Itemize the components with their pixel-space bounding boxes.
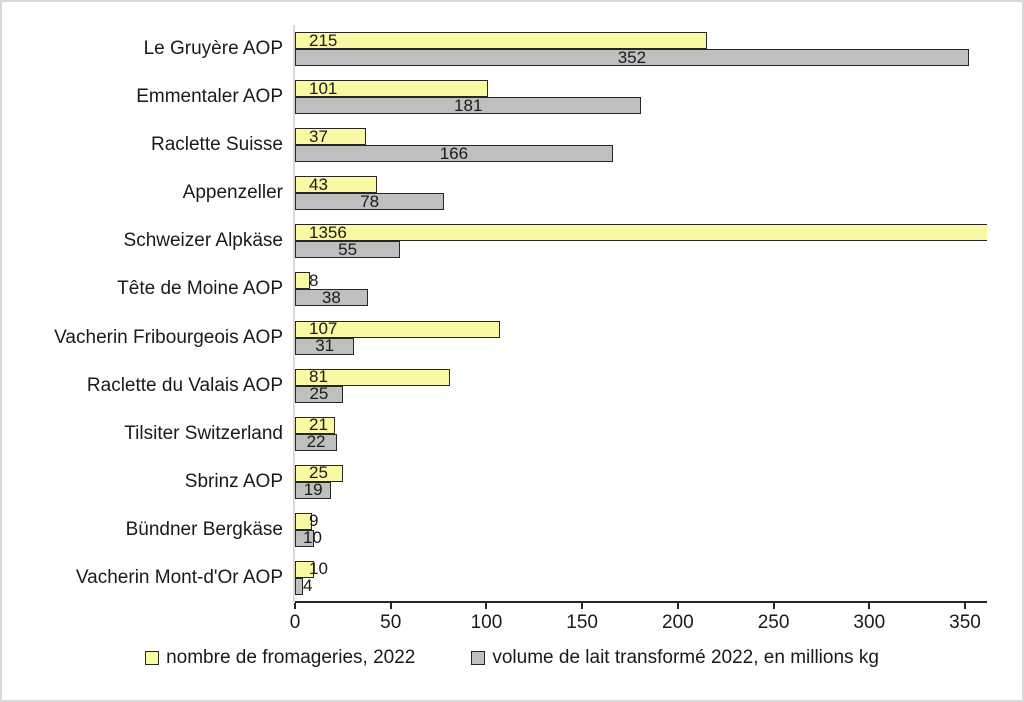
value-label: 22 [306,432,326,452]
value-label: 78 [360,191,380,211]
bar-fromageries [295,416,336,434]
x-axis-line [295,601,987,603]
bar-lait [295,337,355,355]
bar-fromageries [295,224,987,242]
value-label: 25 [309,463,328,483]
value-label: 19 [303,480,323,500]
tick-mark [964,603,966,609]
bar-lait [295,97,642,115]
tick-label: 300 [853,612,886,633]
value-label: 37 [309,126,328,146]
category-label: Appenzeller [182,182,283,204]
bar-fromageries [295,176,378,194]
bar-fromageries [295,320,500,338]
bar-fromageries [295,272,311,290]
tick-label: 50 [380,612,402,633]
value-label: 101 [309,78,338,98]
bar-lait [295,145,613,163]
legend-swatch-gray-icon [471,651,486,665]
bar-lait [295,433,338,451]
value-label: 21 [309,415,328,435]
tick-mark [581,603,584,609]
value-label: 1356 [309,222,347,242]
value-label: 43 [309,174,328,194]
tick-label: 200 [661,612,694,633]
tick-mark [676,603,679,609]
value-label: 55 [338,239,358,259]
value-label: 215 [309,30,338,50]
category-label: Raclette Suisse [150,134,283,156]
bar-fromageries [295,368,451,386]
value-label: 81 [309,367,328,387]
tick-mark [389,603,392,609]
legend-swatch-yellow-icon [145,651,160,665]
plot-area: 215 352 101 181 37 166 43 78 1356 55 8 38 107 31 81 25 2… [295,25,987,602]
bar-lait [295,529,315,547]
value-label: 10 [303,528,322,548]
tick-label: 250 [757,612,790,633]
tick-mark [772,603,775,609]
bar-lait [295,49,969,66]
tick-label: 350 [949,612,981,633]
bar-fromageries [295,560,315,578]
value-label: 107 [309,319,338,338]
value-label: 166 [439,143,469,163]
value-label: 181 [454,95,483,115]
bar-lait [295,481,332,499]
category-label: Bündner Bergkäse [125,518,283,540]
tick-label: 150 [566,612,598,633]
bar-lait [295,289,368,307]
tick-mark [294,603,296,609]
category-label: Sbrinz AOP [184,470,283,492]
value-label: 4 [303,576,313,596]
tick-mark [868,603,871,609]
category-label: Raclette du Valais AOP [86,374,283,396]
tick-label: 0 [289,612,301,633]
category-label: Vacherin Fribourgeois AOP [54,326,283,348]
value-label: 9 [309,511,319,531]
value-label: 31 [315,336,335,355]
bar-fromageries [295,128,366,146]
bar-fromageries [295,512,313,530]
value-label: 10 [309,559,328,579]
bar-lait [295,385,343,403]
category-label: Le Gruyère AOP [143,38,283,60]
bar-lait [295,193,445,211]
bar-lait [295,577,303,595]
value-label: 38 [321,287,341,307]
y-axis-line [293,25,295,602]
category-label: Emmentaler AOP [136,86,283,108]
legend-item-lait: volume de lait transformé 2022, en milli… [471,647,879,669]
legend-label-fromageries: nombre de fromageries, 2022 [166,647,416,668]
legend-item-fromageries: nombre de fromageries, 2022 [145,647,415,669]
bar-fromageries [295,32,707,49]
tick-mark [485,603,488,609]
bar-fromageries [295,80,489,98]
bar-fromageries [295,464,343,482]
category-label: Tilsiter Switzerland [124,422,283,444]
category-label: Vacherin Mont-d'Or AOP [75,566,283,588]
value-label: 352 [617,47,647,67]
legend-label-lait: volume de lait transformé 2022, en milli… [492,647,879,668]
category-label: Tête de Moine AOP [117,278,283,300]
bar-lait [295,241,401,259]
category-label: Schweizer Alpkäse [123,230,283,252]
value-label: 25 [309,384,329,404]
tick-label: 100 [470,612,503,633]
value-label: 8 [309,270,319,290]
legend: nombre de fromageries, 2022 volume de la… [2,647,1022,669]
